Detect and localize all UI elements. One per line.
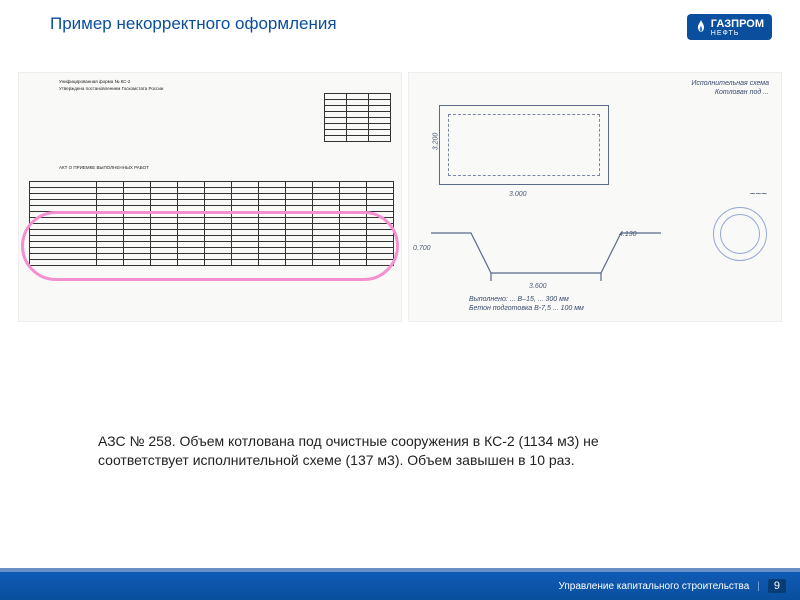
slide-caption: АЗС № 258. Объем котлована под очистные … [98, 432, 658, 470]
gazprom-neft-logo: ГАЗПРОМ НЕФТЬ [687, 14, 772, 40]
flame-icon [695, 20, 707, 36]
form-top-table [324, 93, 391, 142]
dim-depth: 0.700 [413, 245, 431, 252]
document-scan-ks2: Унифицированная форма № КС-2 Утверждена … [18, 72, 402, 322]
logo-brand: ГАЗПРОМ [711, 19, 764, 30]
caption-line1: АЗС № 258. Объем котлована под очистные … [98, 433, 599, 449]
logo-sub: НЕФТЬ [711, 30, 764, 37]
dim-bottom-w: 3.600 [529, 283, 547, 290]
caption-line2: соответствует исполнительной схеме (137 … [98, 452, 575, 468]
plan-view-rect [439, 105, 609, 185]
sketch-notes: Выполнено: ... В–15, ... 300 мм Бетон по… [469, 295, 584, 313]
form-header-text: Унифицированная форма № КС-2 Утверждена … [59, 79, 389, 93]
form-main-table [29, 181, 394, 266]
page-title: Пример некорректного оформления [50, 14, 337, 34]
page-number: 9 [768, 579, 786, 593]
as-built-sketch: Исполнительная схема Котлован под ... 3.… [408, 72, 782, 322]
footer-separator: | [757, 581, 760, 592]
sketch-title: Исполнительная схема Котлован под ... [691, 79, 769, 97]
dim-plan-h: 3.200 [432, 133, 439, 151]
footer-department: Управление капитального строительства [558, 581, 749, 592]
dim-top-w: 4.130 [619, 231, 637, 238]
round-stamp-icon [713, 207, 767, 261]
dim-plan-w: 3.000 [509, 191, 527, 198]
footer: Управление капитального строительства | … [0, 568, 800, 600]
image-row: Унифицированная форма № КС-2 Утверждена … [0, 44, 800, 322]
signature-scribble: ~~~ [749, 188, 767, 201]
form-mid-title: АКТ О ПРИЕМКЕ ВЫПОЛНЕННЫХ РАБОТ [59, 165, 149, 170]
